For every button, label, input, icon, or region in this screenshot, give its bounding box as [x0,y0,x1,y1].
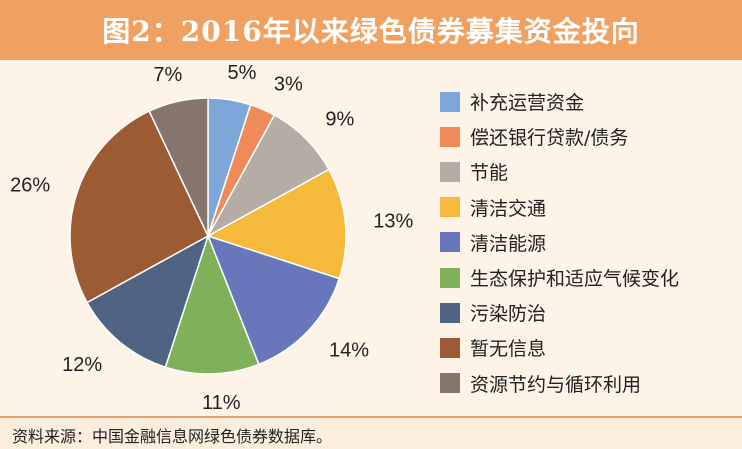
legend-label-6: 污染防治 [470,303,547,326]
pie-data-label-1: 3% [274,74,303,96]
legend-label-4: 清洁能源 [470,232,547,255]
legend-swatch-2 [440,161,460,182]
chart-panel: 5% 3% 9% 13% 14% 11% 12% 26% 7% 补充运营资金偿还银行贷款/债务节… [0,60,742,416]
legend-item-3: 清洁交通 [440,190,679,225]
pie-chart: 5% 3% 9% 13% 14% 11% 12% 26% 7% [10,62,413,414]
footer-divider [0,416,742,418]
legend-swatch-4 [440,232,460,253]
pie-data-label-6: 12% [62,354,102,376]
legend-swatch-6 [440,302,460,323]
legend-item-4: 清洁能源 [440,225,679,260]
legend-item-5: 生态保护和适应气候变化 [440,260,679,295]
legend-label-3: 清洁交通 [470,197,547,220]
pie-slice-5 [164,233,260,375]
legend-label-5: 生态保护和适应气候变化 [470,268,680,291]
legend-item-7: 暂无信息 [440,330,679,365]
pie-data-label-3: 13% [373,210,413,232]
legend-swatch-5 [440,267,460,288]
legend-label-2: 节能 [470,162,509,185]
legend-item-8: 资源节约与循环利用 [440,366,679,401]
pie-slice-3 [206,168,347,280]
pie-data-label-4: 14% [329,340,369,362]
pie-data-label-2: 9% [325,109,354,131]
legend-item-1: 偿还银行贷款/债务 [440,119,679,154]
legend-label-1: 偿还银行贷款/债务 [470,127,629,150]
chart-title: 图2：2016年以来绿色债券募集资金投向 [102,15,640,48]
legend-label-8: 资源节约与循环利用 [470,373,642,396]
legend-item-2: 节能 [440,154,679,189]
title-bar: 图2：2016年以来绿色债券募集资金投向 [0,0,742,60]
legend-label-7: 暂无信息 [470,338,547,361]
legend-swatch-3 [440,197,460,218]
pie-slice-8 [148,97,209,237]
chart-legend: 补充运营资金偿还银行贷款/债务 节能清洁交通清洁能源生态保护和适应气候变化 污染防治… [440,84,679,401]
legend-swatch-8 [440,373,460,394]
pie-slice-7 [69,110,209,304]
source-note: 资料来源：中国金融信息网绿色债券数据库。 [12,427,333,446]
legend-item-6: 污染防治 [440,295,679,330]
pie-slice-6 [86,234,210,369]
legend-label-0: 补充运营资金 [470,92,585,115]
pie-data-label-0: 5% [228,62,257,84]
legend-item-0: 补充运营资金 [440,84,679,119]
pie-data-label-5: 11% [202,392,241,414]
pie-slice-4 [206,234,341,366]
legend-swatch-7 [440,337,460,358]
pie-data-label-8: 7% [153,64,182,86]
legend-swatch-1 [440,126,460,147]
pie-data-label-7: 26% [10,175,50,197]
legend-swatch-0 [440,91,460,112]
